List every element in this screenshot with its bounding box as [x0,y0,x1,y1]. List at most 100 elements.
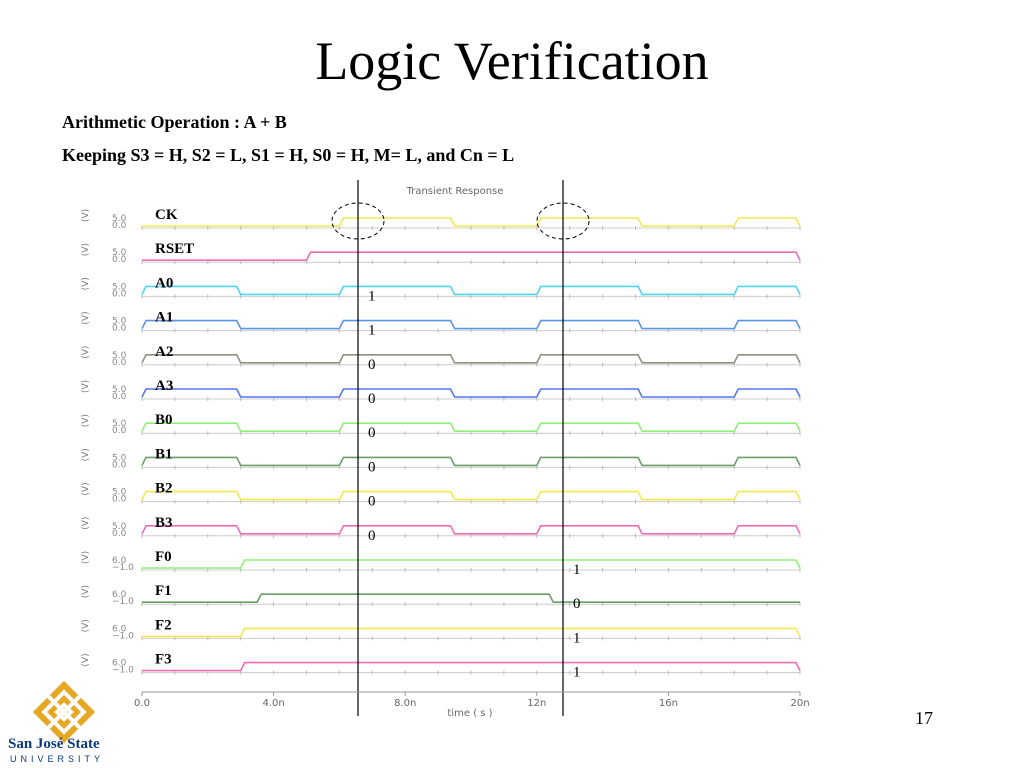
logo-name: San José State [8,736,100,752]
axis-low-label: 0.0 [112,221,127,231]
signal-label: B1 [155,446,173,462]
waveform-a0 [141,285,801,296]
axis-high-label: 5.0 [112,351,127,361]
x-axis-label: time ( s ) [447,708,492,719]
logic-value: 0 [368,425,376,441]
axis-low-label: 0.0 [112,426,127,436]
axis-high-label: 5.0 [112,488,127,498]
axis-unit-label: (V) [81,311,91,324]
x-tick-label: 8.0n [394,698,416,709]
signal-label: RSET [155,241,194,257]
signal-label: F3 [155,652,172,668]
axis-low-label: 0.0 [112,358,127,368]
axis-unit-label: (V) [81,380,91,393]
axis-unit-label: (V) [81,482,91,495]
slide-title: Logic Verification [315,31,709,91]
plot-title: Transient Response [406,186,504,197]
logic-value: 0 [573,596,581,612]
signal-label: F1 [155,583,172,599]
x-tick-label: 4.0n [262,698,284,709]
axis-unit-label: (V) [81,551,91,564]
waveform-ck [142,217,801,227]
axis-low-label: 0.0 [112,255,127,265]
signal-label: A0 [155,275,173,291]
operation-subtitle: Arithmetic Operation : A + B [62,112,287,132]
axis-high-label: 5.0 [112,385,127,395]
logic-value: 1 [573,630,581,646]
axis-unit-label: (V) [81,585,91,598]
axis-unit-label: (V) [81,277,91,290]
logic-value: 0 [368,391,376,407]
signal-label: A3 [155,378,173,394]
logic-value: 1 [573,665,581,681]
axis-unit-label: (V) [81,619,91,632]
signal-label: A2 [155,344,173,360]
axis-low-label: −1.0 [112,666,134,676]
signal-label: CK [155,207,178,223]
axis-high-label: 5.0 [112,282,127,292]
page-number: 17 [915,708,933,728]
waveform-a1 [141,319,801,330]
logic-value: 0 [368,357,376,373]
logic-value: 1 [573,562,581,578]
axis-unit-label: (V) [81,414,91,427]
axis-high-label: 5.0 [112,248,127,258]
signal-label: F2 [155,617,172,633]
conditions-subtitle: Keeping S3 = H, S2 = L, S1 = H, S0 = H, … [62,145,515,165]
waveform-b3 [141,525,801,535]
logic-value: 0 [368,459,376,475]
signal-label: B0 [155,412,173,428]
waveform-b2 [141,490,801,501]
axis-high-label: 6.0 [112,659,127,669]
axis-high-label: 5.0 [112,214,127,224]
axis-high-label: 5.0 [112,419,127,429]
waveform-b1 [141,456,801,467]
axis-low-label: −1.0 [112,631,134,641]
logic-value: 1 [368,288,376,304]
axis-low-label: −1.0 [112,597,134,607]
clock-edge-highlight [536,202,590,240]
axis-low-label: 0.0 [112,495,127,505]
axis-high-label: 5.0 [112,317,127,327]
signal-label: A1 [155,310,173,326]
waveform-b0 [141,422,801,432]
axis-unit-label: (V) [81,209,91,222]
axis-unit-label: (V) [81,448,91,461]
axis-high-label: 5.0 [112,453,127,463]
waveform-a3 [141,388,801,398]
sjsu-logo-icon [32,680,96,744]
axis-low-label: 0.0 [112,460,127,470]
logic-value: 1 [368,323,376,339]
axis-high-label: 6.0 [112,556,127,566]
waveform-f2 [142,627,801,638]
logic-value: 0 [368,528,376,544]
axis-low-label: 0.0 [112,392,127,402]
signal-label: B2 [155,481,173,497]
x-tick-label: 12n [527,698,546,709]
axis-unit-label: (V) [81,653,91,666]
waveform-rset [142,251,801,261]
waveform-f1 [142,593,800,603]
axis-unit-label: (V) [81,346,91,359]
axis-unit-label: (V) [81,243,91,256]
axis-unit-label: (V) [81,517,91,530]
waveform-f3 [142,661,801,672]
x-tick-label: 0.0 [134,698,150,709]
signal-label: F0 [155,549,172,565]
logo-subtitle: UNIVERSITY [10,754,105,764]
axis-low-label: −1.0 [112,563,134,573]
axis-high-label: 6.0 [112,624,127,634]
waveform-a2 [141,354,801,364]
waveform-f0 [142,559,801,569]
axis-high-label: 6.0 [112,590,127,600]
axis-low-label: 0.0 [112,324,127,334]
x-tick-label: 16n [659,698,678,709]
x-tick-label: 20n [790,698,809,709]
axis-high-label: 5.0 [112,522,127,532]
signal-label: B3 [155,515,173,531]
logic-value: 0 [368,494,376,510]
axis-low-label: 0.0 [112,529,127,539]
clock-edge-highlight [331,202,385,240]
axis-low-label: 0.0 [112,289,127,299]
